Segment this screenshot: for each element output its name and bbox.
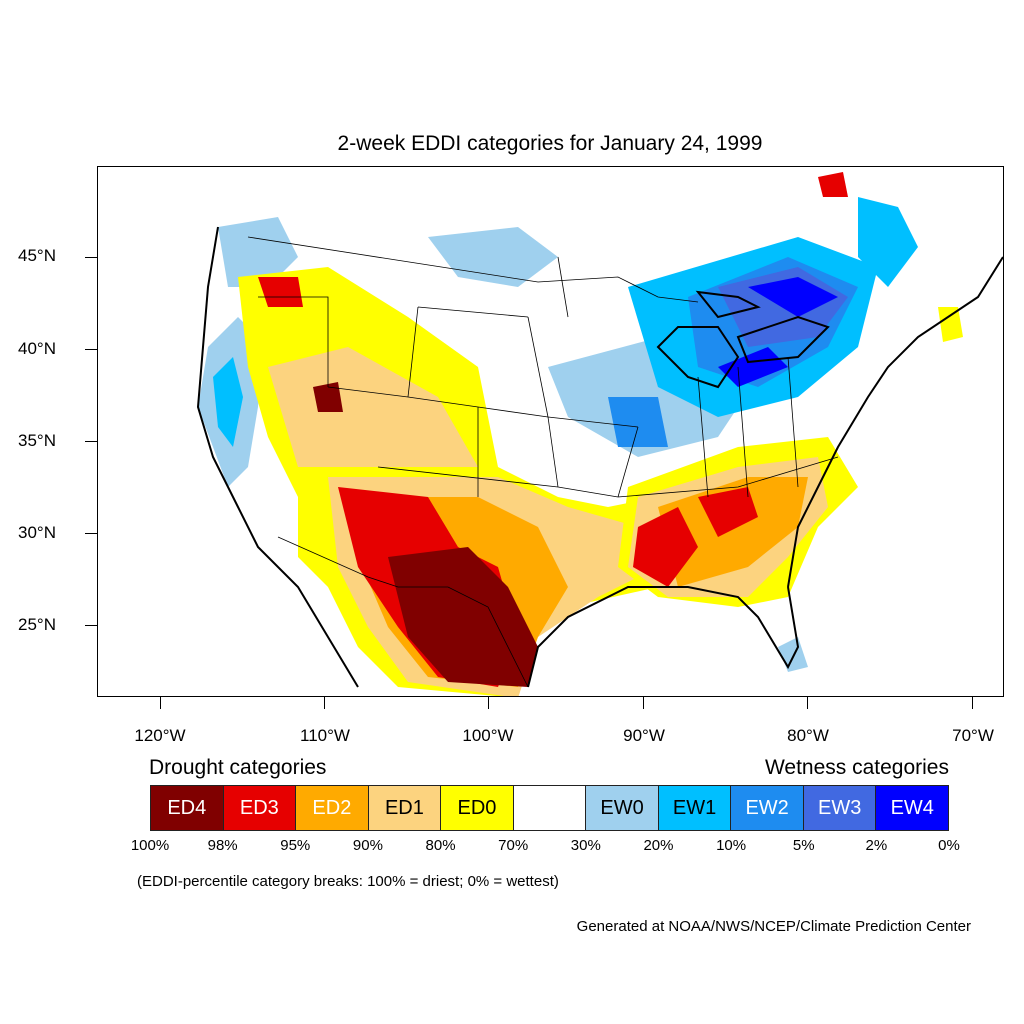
dry-texas-ed4 — [388, 547, 538, 687]
wet-north-plains — [428, 227, 558, 287]
east-coast — [787, 256, 1003, 588]
legend-cell-ed2: ED2 — [296, 786, 369, 830]
legend-break-label: 2% — [865, 837, 888, 854]
us-canada-border — [247, 236, 699, 303]
legend-cell-ed0: ED0 — [441, 786, 514, 830]
lat-label-30: 30°N — [18, 523, 56, 542]
state-lines — [258, 256, 839, 498]
legend-cell-ew2: EW2 — [731, 786, 804, 830]
lat-tick — [85, 349, 97, 350]
dry-oregon-ed3 — [258, 277, 303, 307]
legend-break-label: 90% — [352, 837, 383, 854]
wet-ohio-ew4 — [718, 347, 788, 387]
legend-break-label: 0% — [938, 837, 960, 854]
borders — [247, 236, 839, 688]
wetness-regions — [198, 197, 918, 672]
map-canvas — [196, 172, 1003, 696]
lat-tick — [85, 257, 97, 258]
legend-break-label: 95% — [280, 837, 311, 854]
lon-label-100w: 100°W — [462, 726, 514, 745]
category-breaks-note: (EDDI-percentile category breaks: 100% =… — [137, 873, 559, 890]
great-lakes — [656, 290, 830, 389]
legend-cell-ew0: EW0 — [586, 786, 659, 830]
legend-break-label: 10% — [716, 837, 747, 854]
lon-label-110w: 110°W — [300, 726, 350, 745]
legend-break-label: 100% — [130, 837, 170, 854]
lon-tick — [160, 697, 161, 709]
lat-label-25: 25°N — [18, 615, 56, 634]
lat-label-40: 40°N — [18, 339, 56, 358]
legend-cell-ed3: ED3 — [223, 786, 297, 830]
dry-utah-ed4 — [313, 382, 343, 412]
drought-categories-heading: Drought categories — [149, 756, 327, 779]
legend-cell-neutral — [513, 786, 587, 830]
legend-break-label: 5% — [792, 837, 815, 854]
wet-northeast-ew4 — [748, 277, 838, 317]
lon-tick — [324, 697, 325, 709]
wet-northeast-edge — [858, 197, 918, 287]
dry-southeast-ed2 — [658, 477, 808, 587]
eddi-map — [97, 166, 1004, 697]
legend-break-label: 70% — [498, 837, 529, 854]
lon-tick — [488, 697, 489, 709]
map-title: 2-week EDDI categories for January 24, 1… — [337, 132, 763, 155]
legend-cell-ew3: EW3 — [803, 786, 877, 830]
wet-florida — [778, 637, 808, 672]
legend-break-label: 20% — [643, 837, 674, 854]
category-legend-bar: ED4 ED3 ED2 ED1 ED0 EW0 EW1 EW2 EW3 EW4 — [150, 785, 949, 831]
legend-cell-ew4: EW4 — [876, 786, 949, 830]
lat-tick — [85, 533, 97, 534]
dry-maine-ed3 — [818, 172, 848, 197]
us-mexico-border — [277, 536, 529, 688]
dry-northeast-ed0 — [938, 307, 963, 342]
legend-cell-ed1: ED1 — [368, 786, 442, 830]
wet-pacific-coast-ew1 — [213, 357, 243, 447]
dry-southeast-ed3 — [633, 507, 698, 587]
dry-alabama-ed3 — [698, 487, 758, 537]
lon-label-120w: 120°W — [134, 726, 186, 745]
lat-tick — [85, 625, 97, 626]
legend-break-label: 80% — [425, 837, 456, 854]
lon-tick — [807, 697, 808, 709]
west-coast — [196, 226, 359, 688]
coastlines — [196, 226, 1003, 688]
lat-tick — [85, 441, 97, 442]
legend-break-label: 30% — [570, 837, 601, 854]
lon-label-80w: 80°W — [787, 726, 829, 745]
legend-break-label: 98% — [207, 837, 238, 854]
lon-label-70w: 70°W — [952, 726, 994, 745]
wetness-categories-heading: Wetness categories — [764, 756, 949, 779]
lon-label-90w: 90°W — [623, 726, 665, 745]
legend-cell-ed4: ED4 — [151, 786, 224, 830]
wet-illinois — [608, 397, 668, 447]
lat-label-35: 35°N — [18, 431, 56, 450]
lon-tick — [972, 697, 973, 709]
credit-line: Generated at NOAA/NWS/NCEP/Climate Predi… — [576, 918, 971, 935]
gulf-coast — [527, 586, 800, 688]
legend-cell-ew1: EW1 — [658, 786, 732, 830]
lat-label-45: 45°N — [18, 246, 56, 265]
dry-west-ed1 — [268, 347, 478, 487]
wet-pacific-nw — [218, 217, 298, 287]
lon-tick — [643, 697, 644, 709]
